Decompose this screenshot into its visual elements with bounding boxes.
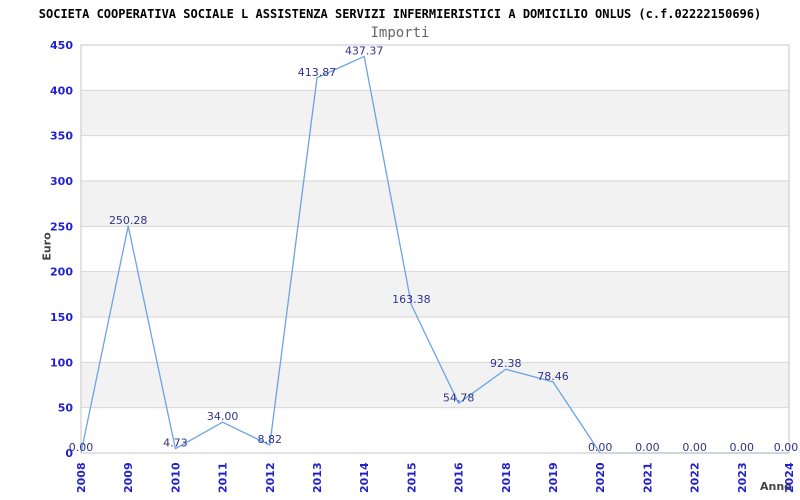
x-tick-label: 2024: [783, 462, 796, 493]
x-tick-label: 2012: [264, 462, 277, 493]
x-axis-title: Anno: [760, 480, 792, 493]
y-tick-label: 300: [50, 175, 73, 188]
data-label: 0.00: [588, 441, 613, 454]
x-tick-label: 2019: [547, 462, 560, 493]
data-label: 437.37: [345, 44, 384, 57]
y-tick-label: 200: [50, 266, 73, 279]
x-tick-label: 2023: [736, 462, 749, 493]
data-label: 0.00: [69, 441, 94, 454]
x-tick-label: 2018: [500, 462, 513, 493]
x-tick-label: 2014: [358, 462, 371, 493]
x-tick-label: 2021: [641, 462, 654, 493]
x-tick-label: 2022: [689, 462, 702, 493]
data-label: 0.00: [635, 441, 660, 454]
chart-subtitle: Importi: [370, 25, 430, 41]
plot-band: [81, 181, 789, 227]
x-tick-label: 2013: [311, 462, 324, 493]
x-tick-label: 2011: [217, 462, 230, 493]
y-tick-label: 450: [50, 39, 73, 52]
y-tick-label: 350: [50, 130, 73, 143]
plot-frame: [80, 44, 790, 454]
y-tick-label: 400: [50, 84, 73, 97]
data-label: 4.73: [163, 437, 188, 450]
data-label: 250.28: [109, 214, 148, 227]
y-tick-label: 50: [58, 402, 74, 415]
data-label: 54.78: [443, 391, 475, 404]
x-tick-label: 2008: [75, 462, 88, 493]
x-tick-label: 2009: [122, 462, 135, 493]
data-label: 0.00: [730, 441, 755, 454]
y-tick-label: 150: [50, 311, 73, 324]
plot-band: [81, 90, 789, 136]
data-label: 0.00: [682, 441, 707, 454]
y-tick-label: 250: [50, 220, 73, 233]
data-label: 78.46: [537, 370, 569, 383]
plot-band: [81, 362, 789, 408]
data-label: 34.00: [207, 410, 239, 423]
data-label: 92.38: [490, 357, 522, 370]
plot-band: [81, 271, 789, 317]
y-tick-label: 0: [65, 447, 73, 460]
x-tick-label: 2016: [453, 462, 466, 493]
x-tick-label: 2015: [405, 462, 418, 493]
data-label: 163.38: [392, 293, 431, 306]
chart-title: SOCIETA COOPERATIVA SOCIALE L ASSISTENZA…: [38, 7, 762, 21]
data-label: 0.00: [774, 441, 799, 454]
data-label: 413.87: [298, 66, 337, 79]
y-tick-label: 100: [50, 356, 73, 369]
x-tick-label: 2010: [169, 462, 182, 493]
data-label: 8.82: [258, 433, 283, 446]
x-tick-label: 2020: [594, 462, 607, 493]
